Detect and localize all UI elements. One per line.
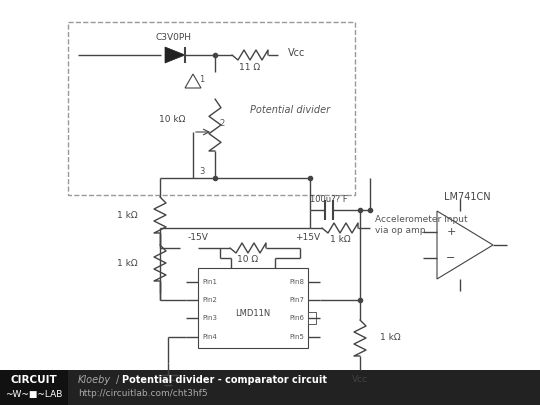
Text: LMD11N: LMD11N	[235, 309, 271, 318]
Text: −: −	[447, 253, 456, 263]
Text: +: +	[447, 227, 456, 237]
Text: Accelerometer input
via op amp: Accelerometer input via op amp	[375, 215, 468, 235]
Text: Pin4: Pin4	[202, 334, 217, 340]
Bar	[198, 268, 308, 348]
Text: 1 kΩ: 1 kΩ	[380, 333, 401, 343]
Bar	[0, 370, 68, 405]
Text: 1 kΩ: 1 kΩ	[117, 258, 138, 267]
Text: 10 Ω: 10 Ω	[238, 256, 259, 264]
Text: 100u?? F: 100u?? F	[310, 196, 348, 205]
Text: +15V: +15V	[295, 234, 321, 243]
Text: Potential divider - comparator circuit: Potential divider - comparator circuit	[122, 375, 327, 385]
Bar	[0, 370, 540, 405]
Text: ~W~■~LAB: ~W~■~LAB	[5, 390, 63, 399]
Text: Pin5: Pin5	[289, 334, 304, 340]
Text: Vcc: Vcc	[288, 48, 306, 58]
Text: Pin2: Pin2	[202, 297, 217, 303]
Bar	[68, 22, 355, 195]
Text: 1 kΩ: 1 kΩ	[330, 235, 350, 245]
Text: Vcc: Vcc	[352, 375, 368, 384]
Text: Kloeby: Kloeby	[78, 375, 111, 385]
Text: http://circuitlab.com/cht3hf5: http://circuitlab.com/cht3hf5	[78, 390, 207, 399]
Bar	[308, 312, 316, 324]
Text: 1: 1	[199, 75, 204, 85]
Text: Potential divider: Potential divider	[250, 105, 330, 115]
Text: Pin7: Pin7	[289, 297, 304, 303]
Text: 2: 2	[219, 119, 224, 128]
Text: C3V0PH: C3V0PH	[155, 32, 191, 41]
Text: Pin3: Pin3	[202, 315, 217, 322]
Text: /: /	[116, 375, 123, 385]
Text: Pin1: Pin1	[202, 279, 217, 285]
Text: Pin6: Pin6	[289, 315, 304, 322]
Text: CIRCUIT: CIRCUIT	[11, 375, 57, 385]
Text: LM741CN: LM741CN	[444, 192, 490, 202]
Text: 11 Ω: 11 Ω	[239, 62, 261, 72]
Text: Pin8: Pin8	[289, 279, 304, 285]
Text: 3: 3	[199, 168, 204, 177]
Polygon shape	[165, 47, 185, 63]
Text: 10 kΩ: 10 kΩ	[159, 115, 185, 124]
Text: -15V: -15V	[187, 234, 208, 243]
Text: 1 kΩ: 1 kΩ	[117, 211, 138, 220]
